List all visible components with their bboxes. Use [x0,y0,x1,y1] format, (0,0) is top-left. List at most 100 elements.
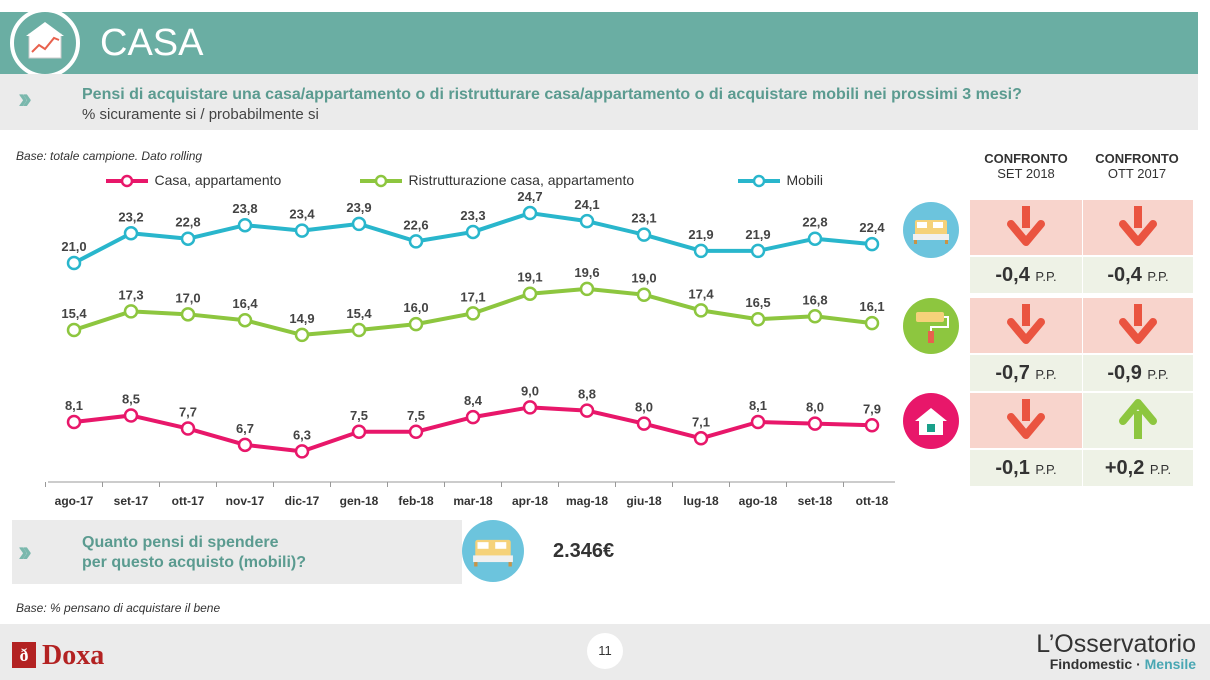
data-label: 22,6 [403,217,428,232]
trend-value-number: +0,2 [1104,457,1150,479]
data-point [750,414,766,430]
legend-item-ristrutturazione: Ristrutturazione casa, appartamento [358,172,634,190]
data-point [864,418,880,433]
data-label: 8,8 [578,387,596,402]
question2-bar [12,520,462,584]
trend-box [970,298,1082,353]
data-label: 17,4 [688,286,714,301]
data-point [237,217,253,233]
x-tick-label: ott-18 [856,494,889,508]
trend-value-unit: P.P. [1035,269,1057,284]
trend-value: +0,2 P.P. [1083,450,1193,486]
osservatorio-logo: L’Osservatorio [1036,630,1196,658]
data-point [693,303,709,318]
data-point [123,408,139,423]
data-point [294,327,310,343]
down-arrow-icon [1007,399,1045,439]
data-label: 8,4 [464,393,483,408]
base-note-2: Base: % pensano di acquistare il bene [16,601,221,615]
trend-value: -0,1 P.P. [970,450,1082,486]
doxa-logo-mark: ð [12,642,36,668]
data-point [579,213,595,229]
data-point [351,216,367,232]
data-point [750,311,766,327]
bed-icon-2 [462,520,524,582]
data-label: 23,9 [346,200,371,215]
trend-box [1083,393,1193,448]
data-point [180,421,196,436]
question-bar [0,74,1198,130]
x-tick-label: ott-17 [172,494,205,508]
data-point [579,403,595,418]
down-arrow-icon [1119,304,1157,344]
data-point [864,315,880,331]
x-tick-label: nov-17 [226,494,265,508]
data-label: 22,8 [802,215,827,230]
data-label: 17,0 [175,290,200,305]
data-label: 14,9 [289,311,314,326]
data-point [180,307,196,322]
data-label: 19,0 [631,271,656,286]
data-label: 16,0 [403,300,428,315]
data-label: 9,0 [521,383,539,398]
x-tick-label: lug-18 [683,494,719,508]
trend-value-unit: P.P. [1147,367,1169,382]
data-point [522,205,538,221]
x-tick-label: ago-18 [739,494,778,508]
comparison-header-set2018: CONFRONTO SET 2018 [984,151,1068,181]
data-point [294,444,310,459]
data-label: 7,5 [350,408,368,423]
trend-value-number: -0,4 [1107,264,1148,286]
legend-item-mobili: Mobili [736,172,823,190]
data-point [465,306,481,321]
data-label: 16,8 [802,292,827,307]
line-chart: ago-17 set-17 ott-17 nov-17 dic-17 gen-18 feb-… [45,189,895,508]
question-subtitle: % sicuramente si / probabilmente si [82,106,319,123]
data-point [807,231,823,246]
data-label: 16,5 [745,295,770,310]
data-point [408,316,424,332]
x-tick-label: ago-17 [55,494,94,508]
data-label: 23,8 [232,201,257,216]
trend-value-number: -0,1 [995,457,1036,479]
up-arrow-icon [1119,399,1157,439]
trend-value: -0,4 P.P. [970,257,1082,293]
x-tick-label: dic-17 [285,494,320,508]
data-label: 17,3 [118,287,143,302]
data-point [180,231,196,246]
data-label: 23,2 [118,209,143,224]
data-point [522,400,538,415]
data-label: 22,4 [859,220,885,235]
trend-value-unit: P.P. [1147,269,1169,284]
data-label: 24,1 [574,197,599,212]
spending-amount: 2.346€ [553,540,615,562]
data-label: 15,4 [346,306,372,321]
comparison-header-ott2017: CONFRONTO OTT 2017 [1095,151,1179,181]
x-tick-label: giu-18 [626,494,662,508]
trend-box [970,393,1082,448]
data-label: 6,3 [293,427,311,442]
legend-item-casa: Casa, appartamento [104,172,281,190]
trend-value-unit: P.P. [1035,462,1057,477]
data-label: 8,0 [635,400,653,415]
x-tick-label: mag-18 [566,494,608,508]
data-label: 8,1 [65,398,83,413]
data-point [408,234,424,249]
base-note: Base: totale campione. Dato rolling [16,149,203,163]
header-bar [0,12,1198,74]
data-label: 7,1 [692,414,710,429]
trend-box [970,200,1082,255]
data-point [522,286,538,301]
page-number: 11 [587,633,623,669]
data-point [123,226,139,241]
data-label: 21,0 [61,239,86,254]
page-title: CASA [100,22,204,64]
x-tick-label: mar-18 [453,494,493,508]
data-point [864,236,880,252]
x-tick-label: set-18 [798,494,833,508]
data-point [636,287,652,302]
trend-value-number: -0,7 [995,362,1036,384]
data-point [807,309,823,324]
data-label: 24,7 [517,189,542,204]
